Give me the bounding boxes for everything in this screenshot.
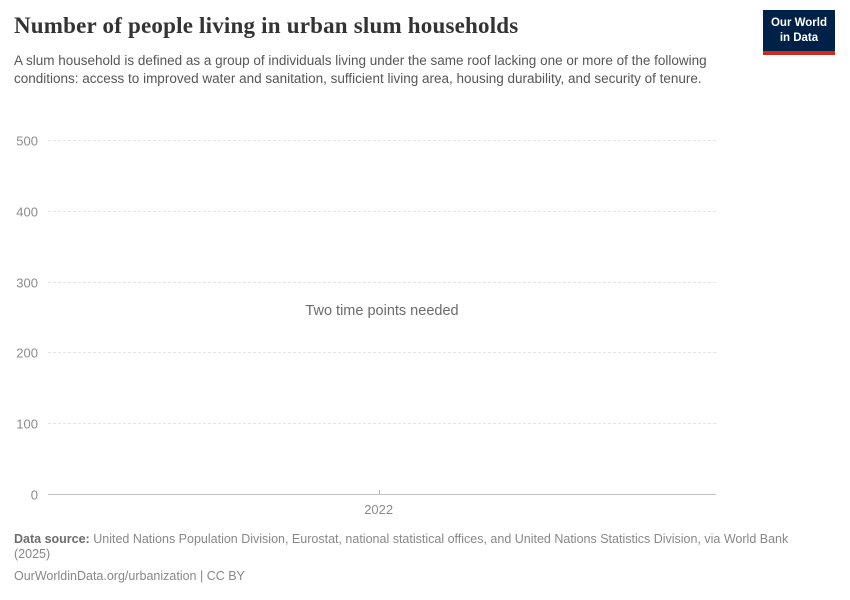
y-axis-tick-label: 0 <box>30 487 38 503</box>
gridline-y-400: 400 <box>16 204 716 219</box>
y-axis-tick-label: 500 <box>16 133 38 149</box>
gridline-y-0: 0 <box>31 488 716 503</box>
chart-empty-message: Two time points needed <box>305 302 459 319</box>
data-source-label: Data source: <box>14 532 90 546</box>
attribution-line: OurWorldinData.org/urbanization | CC BY <box>14 569 245 583</box>
gridline-y-200: 200 <box>16 346 716 361</box>
x-axis-tick-mark <box>378 490 380 495</box>
x-axis-tick-label: 2022 <box>364 502 394 517</box>
y-axis-tick-label: 100 <box>16 416 38 432</box>
gridline-y-500: 500 <box>16 134 716 149</box>
owid-logo-line1: Our World <box>770 17 827 29</box>
y-axis-tick-label: 300 <box>16 275 38 291</box>
chart-plot: Two time points needed 2022 0 100 200 300 40… <box>16 134 716 517</box>
gridline-y-100: 100 <box>16 417 716 432</box>
owid-logo-line2: in Data <box>779 31 819 44</box>
chart-subtitle: A slum household is defined as a group o… <box>14 53 707 86</box>
owid-logo[interactable]: Our World in Data <box>762 10 835 55</box>
data-source-text: United Nations Population Division, Euro… <box>14 532 789 561</box>
data-source-line: Data source: United Nations Population D… <box>14 532 820 561</box>
gridline-y-300: 300 <box>16 275 716 290</box>
y-axis-tick-label: 400 <box>16 204 38 220</box>
chart-footer: Data source: United Nations Population D… <box>14 532 820 584</box>
page-title: Number of people living in urban slum ho… <box>14 13 519 38</box>
y-axis-tick-label: 200 <box>16 345 38 361</box>
